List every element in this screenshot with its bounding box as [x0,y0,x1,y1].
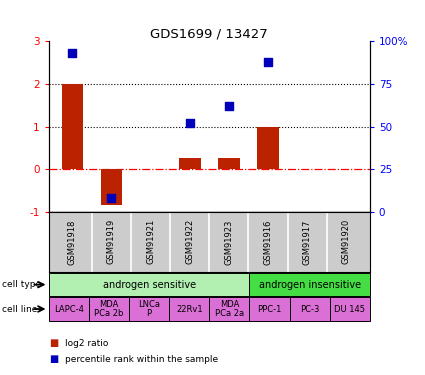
Text: cell type: cell type [2,280,41,289]
Text: androgen insensitive: androgen insensitive [258,280,361,290]
Text: LNCa
P: LNCa P [138,300,160,318]
Text: LAPC-4: LAPC-4 [54,304,84,313]
Bar [330,297,370,321]
Bar [289,297,330,321]
Bar [218,158,240,169]
Text: cell line: cell line [2,304,37,313]
Bar [49,273,249,296]
Title: GDS1699 / 13427: GDS1699 / 13427 [150,27,268,40]
Text: GSM91919: GSM91919 [107,219,116,264]
Text: PC-3: PC-3 [300,304,319,313]
Point [108,195,115,201]
Text: androgen sensitive: androgen sensitive [102,280,196,290]
Bar [49,297,89,321]
Bar [129,297,169,321]
Bar [209,297,249,321]
Text: ■: ■ [49,338,58,348]
Point [226,103,232,109]
Text: PPC-1: PPC-1 [257,304,282,313]
Point [69,50,76,56]
Bar [101,169,122,206]
Point [186,120,193,126]
Text: MDA
PCa 2a: MDA PCa 2a [215,300,244,318]
Text: 22Rv1: 22Rv1 [176,304,203,313]
Bar [89,297,129,321]
Text: log2 ratio: log2 ratio [65,339,108,348]
Text: percentile rank within the sample: percentile rank within the sample [65,355,218,364]
Text: GSM91921: GSM91921 [146,219,155,264]
Text: GSM91920: GSM91920 [342,219,351,264]
Bar [179,158,201,169]
Text: GSM91916: GSM91916 [264,219,272,265]
Text: ■: ■ [49,354,58,364]
Point [265,59,272,65]
Bar [62,84,83,169]
Bar [257,127,279,169]
Text: GSM91918: GSM91918 [68,219,77,265]
Text: DU 145: DU 145 [334,304,365,313]
Text: GSM91917: GSM91917 [303,219,312,265]
Bar [249,297,289,321]
Text: GSM91922: GSM91922 [185,219,194,264]
Text: GSM91923: GSM91923 [224,219,233,265]
Bar [249,273,370,296]
Bar [169,297,209,321]
Text: MDA
PCa 2b: MDA PCa 2b [94,300,124,318]
